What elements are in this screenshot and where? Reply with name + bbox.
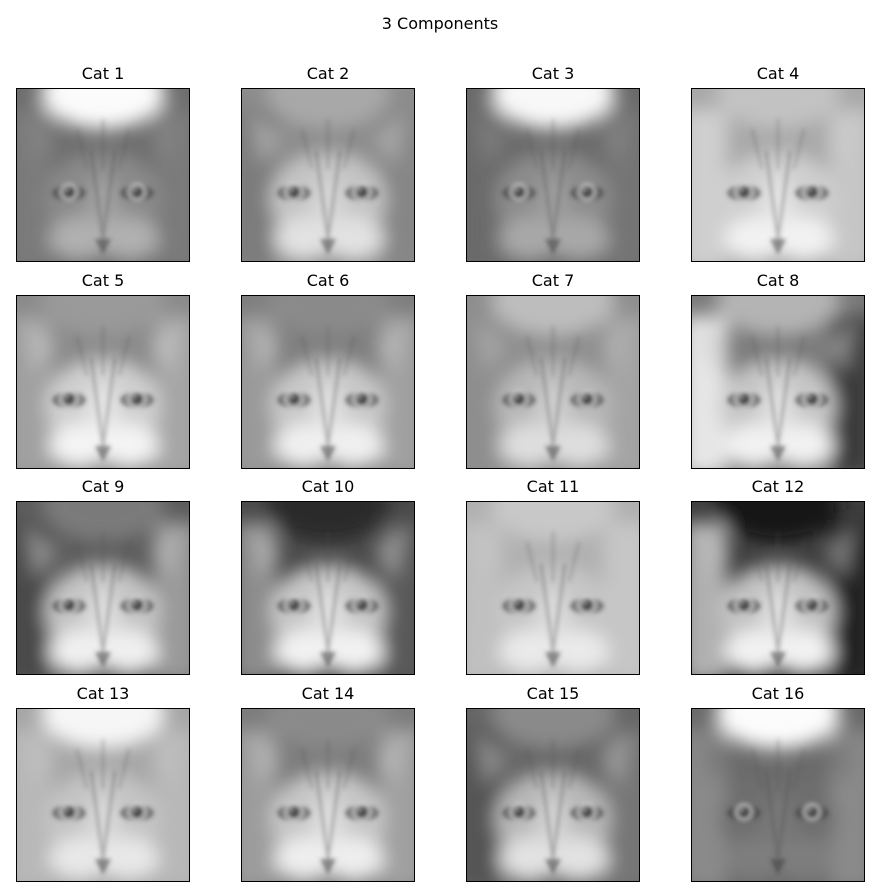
panel-6: Cat 6 [241,269,415,476]
panel-title: Cat 12 [691,475,865,501]
panel-title: Cat 7 [466,269,640,295]
panel-title: Cat 15 [466,682,640,708]
cat-face-image [691,295,865,469]
cat-face-image [466,295,640,469]
cat-face-image [466,708,640,882]
panel-title: Cat 13 [16,682,190,708]
panel-4: Cat 4 [691,62,865,269]
cat-face-image [466,501,640,675]
panel-title: Cat 5 [16,269,190,295]
panel-title: Cat 4 [691,62,865,88]
cat-face-image [241,88,415,262]
panel-title: Cat 2 [241,62,415,88]
cat-face-image [16,88,190,262]
panel-11: Cat 11 [466,475,640,682]
cat-face-image [241,295,415,469]
panel-8: Cat 8 [691,269,865,476]
panel-title: Cat 16 [691,682,865,708]
panel-16: Cat 16 [691,682,865,888]
panel-title: Cat 14 [241,682,415,708]
panel-3: Cat 3 [466,62,640,269]
cat-face-image [241,501,415,675]
cat-face-image [466,88,640,262]
panel-13: Cat 13 [16,682,190,888]
panel-title: Cat 8 [691,269,865,295]
panel-title: Cat 10 [241,475,415,501]
panel-7: Cat 7 [466,269,640,476]
cat-face-image [16,708,190,882]
cat-face-image [691,88,865,262]
panel-title: Cat 11 [466,475,640,501]
panel-2: Cat 2 [241,62,415,269]
panel-10: Cat 10 [241,475,415,682]
cat-face-image [16,295,190,469]
panel-9: Cat 9 [16,475,190,682]
cat-face-image [16,501,190,675]
panel-5: Cat 5 [16,269,190,476]
panel-14: Cat 14 [241,682,415,888]
cat-face-image [241,708,415,882]
panel-12: Cat 12 [691,475,865,682]
panel-title: Cat 3 [466,62,640,88]
panel-title: Cat 6 [241,269,415,295]
panel-title: Cat 1 [16,62,190,88]
cat-face-image [691,708,865,882]
figure-title: 3 Components [0,14,880,33]
cat-face-image [691,501,865,675]
panel-15: Cat 15 [466,682,640,888]
panel-title: Cat 9 [16,475,190,501]
eigencat-grid: Cat 1 Cat 2 Cat 3 Cat 4 Cat 5 Cat 6 Cat 7 Cat 8… [16,62,865,888]
panel-1: Cat 1 [16,62,190,269]
